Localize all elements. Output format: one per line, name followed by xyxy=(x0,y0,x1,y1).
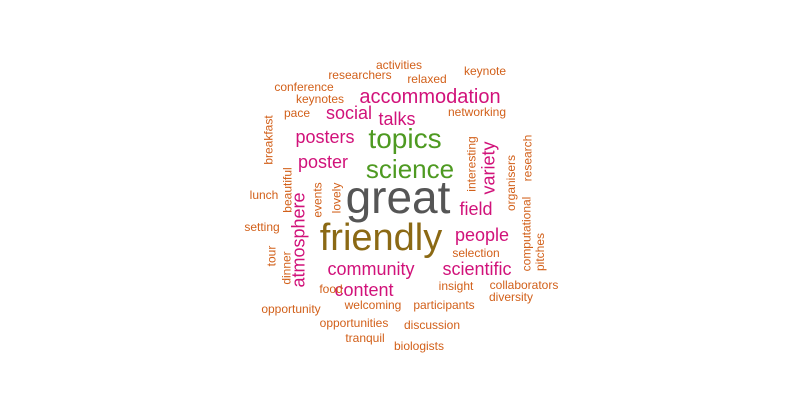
word-posters: posters xyxy=(295,127,355,147)
word-social: social xyxy=(325,103,373,123)
word-pitches: pitches xyxy=(533,232,547,272)
word-scientific: scientific xyxy=(442,259,512,279)
word-variety: variety xyxy=(478,141,499,195)
word-interesting: interesting xyxy=(465,136,479,192)
word-researchers: researchers xyxy=(328,68,392,82)
word-participants: participants xyxy=(413,298,475,312)
word-talks: talks xyxy=(378,109,416,129)
word-breakfast: breakfast xyxy=(261,115,276,165)
word-beautiful: beautiful xyxy=(281,167,295,213)
word-friendly: friendly xyxy=(319,217,443,259)
word-keynotes: keynotes xyxy=(295,92,345,106)
word-opportunity: opportunity xyxy=(261,302,321,316)
word-accommodation: accommodation xyxy=(359,86,501,108)
word-community: community xyxy=(327,259,415,279)
word-diversity: diversity xyxy=(488,290,533,304)
word-conference: conference xyxy=(274,80,334,94)
word-research: research xyxy=(520,134,534,182)
word-lunch: lunch xyxy=(249,188,279,202)
word-biologists: biologists xyxy=(393,339,445,353)
word-topics: topics xyxy=(368,123,442,154)
word-relaxed: relaxed xyxy=(407,72,447,86)
word-organisers: organisers xyxy=(504,154,518,212)
word-setting: setting xyxy=(244,220,280,234)
word-science: science xyxy=(365,154,455,184)
word-keynote: keynote xyxy=(463,64,507,78)
word-activities: activities xyxy=(375,58,422,72)
word-welcoming: welcoming xyxy=(344,298,402,312)
word-lovely: lovely xyxy=(329,182,343,214)
word-people: people xyxy=(454,225,510,245)
word-collaborators: collaborators xyxy=(489,278,559,292)
word-events: events xyxy=(310,182,325,218)
word-insight: insight xyxy=(438,279,474,293)
word-great: great xyxy=(345,171,451,223)
word-selection: selection xyxy=(452,246,500,260)
word-discussion: discussion xyxy=(403,318,461,332)
word-content: content xyxy=(334,280,394,300)
word-dinner: dinner xyxy=(279,251,294,285)
word-opportunities: opportunities xyxy=(319,316,389,330)
word-tour: tour xyxy=(264,245,278,267)
word-networking: networking xyxy=(447,105,507,119)
word-tranquil: tranquil xyxy=(345,331,385,345)
word-poster: poster xyxy=(297,152,349,172)
word-field: field xyxy=(459,199,493,219)
word-food: food xyxy=(319,282,343,296)
word-pace: pace xyxy=(283,106,311,120)
word-computational: computational xyxy=(519,196,533,272)
